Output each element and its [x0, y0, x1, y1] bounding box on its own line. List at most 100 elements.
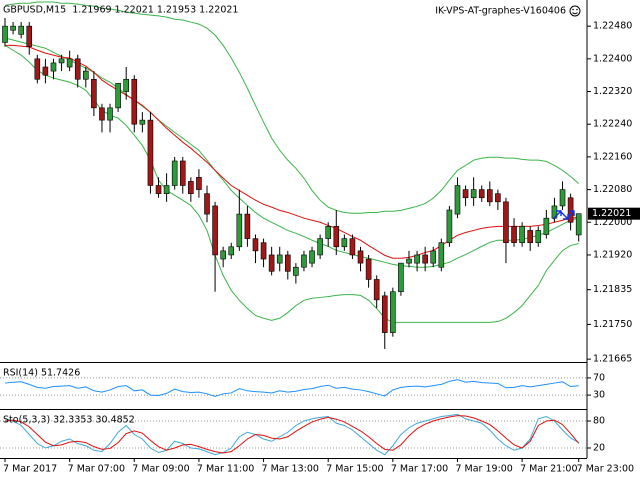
candle-body [495, 193, 501, 203]
y-tick-label: 30 [593, 390, 605, 401]
candle-body [567, 197, 574, 223]
candle-body [559, 189, 566, 207]
y-tick-label: 1.22160 [593, 151, 632, 162]
indicator-line [4, 37, 579, 268]
candle-body [212, 205, 218, 256]
candle-body [575, 213, 582, 236]
candle-body [260, 242, 267, 260]
candle-body [301, 254, 307, 268]
candle-body [139, 119, 146, 125]
candle-body [83, 70, 89, 80]
candle-body [131, 78, 138, 125]
candle-body [50, 62, 57, 72]
candle-body [268, 254, 275, 272]
candle-body [147, 119, 154, 186]
candle-body [107, 107, 113, 121]
y-tick-label: 80 [593, 416, 605, 427]
candle-body [293, 266, 299, 276]
panel-title: RSI(14) 51.7426 [3, 368, 80, 379]
y-tick-label: 1.21665 [593, 354, 632, 365]
candle-body [365, 258, 372, 280]
candle-body [276, 254, 283, 264]
x-tick-label: 7 Mar 15:00 [326, 464, 383, 475]
smiley-icon [569, 5, 581, 17]
candle-body [333, 226, 340, 248]
candle-body [357, 250, 364, 264]
candle-body [228, 246, 235, 256]
candle-body [478, 189, 485, 199]
x-tick-label: 7 Mar 11:00 [197, 464, 254, 475]
candle-body [390, 291, 396, 333]
y-tick-label: 1.21750 [593, 319, 632, 330]
candle-body [381, 295, 388, 333]
x-tick-label: 7 Mar 21:00 [520, 464, 577, 475]
y-tick-label: 1.22480 [593, 21, 632, 32]
candle-body [26, 25, 33, 47]
candle-body [34, 58, 41, 80]
candle-body [66, 58, 73, 68]
candle-body [188, 181, 194, 194]
y-tick-label: 70 [593, 372, 605, 383]
candle-body [422, 254, 428, 264]
candle-body [470, 189, 477, 199]
candle-body [236, 213, 243, 248]
stochastic-plot [0, 413, 587, 456]
y-tick-label: 1.22000 [593, 217, 632, 228]
account-label: IK-VPS-AT-graphes-V160406 [435, 6, 566, 17]
indicator-line [5, 44, 579, 259]
candle-body [341, 238, 348, 248]
trade-arrows [552, 210, 575, 220]
candle-body [511, 226, 517, 243]
candle-body [317, 238, 323, 256]
candle-body [244, 213, 251, 239]
candle-body [196, 177, 202, 190]
candle-body [284, 254, 291, 272]
axes: 1.22480 1.22400 1.22320 1.22240 1.22160 1.220… [3, 21, 640, 475]
candle-body [486, 189, 493, 203]
y-tick-label: 1.22320 [593, 86, 632, 97]
candle-body [406, 258, 412, 264]
candle-body [252, 238, 259, 252]
x-tick-label: 7 Mar 23:00 [577, 464, 634, 475]
x-tick-label: 7 Mar 19:00 [455, 464, 512, 475]
candle-body [123, 78, 129, 92]
candle-body [543, 217, 550, 235]
candle-body [74, 58, 81, 80]
candle-body [18, 25, 24, 35]
candle-body [204, 193, 210, 215]
candle-body [373, 279, 380, 301]
candle-body [2, 25, 8, 43]
candle-body [414, 254, 420, 264]
main-plot [2, 1, 582, 349]
panel-title: Sto(5,3,3) 32.3353 30.4852 [3, 415, 135, 426]
candle-body [454, 185, 461, 215]
candle-body [42, 66, 49, 76]
candle-body [430, 250, 437, 264]
candle-body [91, 78, 97, 109]
x-tick-label: 7 Mar 13:00 [262, 464, 319, 475]
candle-body [155, 185, 162, 194]
rsi-plot [0, 377, 587, 397]
y-tick-label: 1.22240 [593, 119, 632, 130]
indicator-line [4, 413, 579, 456]
candle-body [462, 189, 469, 199]
candle-body [309, 250, 315, 264]
candle-body [527, 230, 534, 243]
candle-body [519, 226, 525, 243]
candle-body [179, 160, 186, 186]
candle-body [220, 250, 226, 260]
candle-body [325, 226, 332, 239]
indicator-line [4, 1, 580, 214]
candle-body [171, 160, 178, 186]
x-tick-label: 7 Mar 2017 [3, 464, 57, 475]
x-tick-label: 7 Mar 17:00 [391, 464, 448, 475]
indicator-line [4, 415, 580, 454]
y-tick-label: 1.21835 [593, 284, 632, 295]
candle-body [438, 242, 445, 268]
y-tick-label: 20 [593, 443, 605, 454]
y-tick-label: 1.22080 [593, 184, 632, 195]
y-tick-label: 1.21920 [593, 249, 632, 260]
candle-body [349, 238, 356, 256]
